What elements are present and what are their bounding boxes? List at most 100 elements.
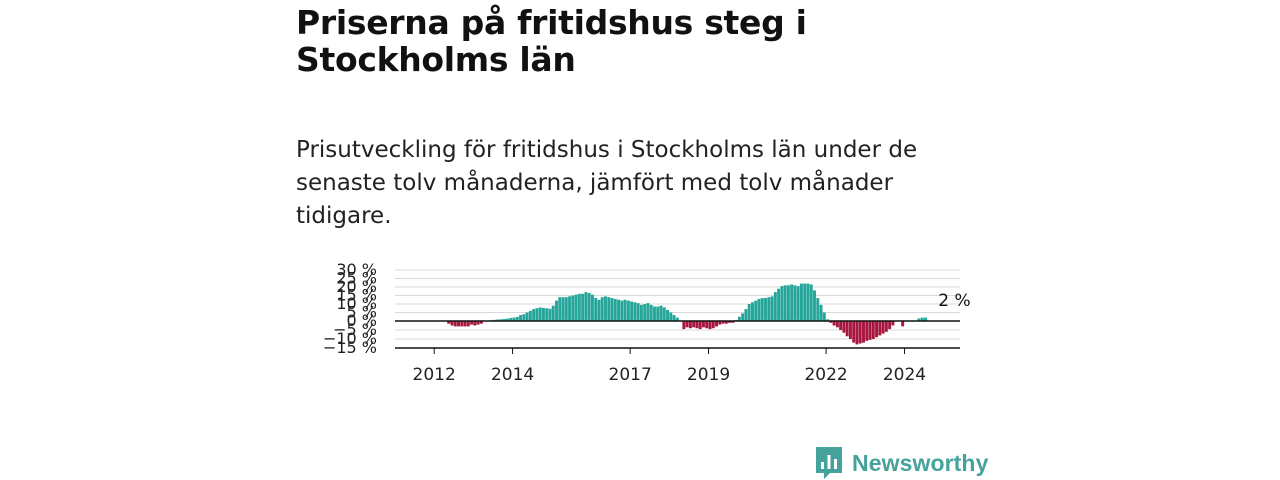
- bar: [613, 298, 617, 321]
- bar: [463, 321, 467, 327]
- bar: [515, 316, 519, 321]
- bar: [623, 299, 627, 321]
- bar: [793, 285, 797, 321]
- bar: [868, 321, 872, 340]
- bar: [571, 295, 575, 321]
- bar: [852, 321, 856, 343]
- bar: [816, 298, 820, 321]
- bar: [760, 298, 764, 321]
- bar: [604, 296, 607, 321]
- bar: [924, 317, 928, 321]
- bar: [757, 298, 761, 321]
- bar: [656, 306, 660, 321]
- bar: [796, 286, 800, 321]
- y-tick-label: 25 %: [336, 269, 377, 288]
- bar: [577, 293, 581, 321]
- bar: [666, 309, 670, 321]
- bar: [643, 304, 647, 321]
- bar: [450, 321, 454, 326]
- bar: [731, 321, 735, 323]
- bar: [555, 300, 558, 321]
- bar: [737, 316, 741, 321]
- bar: [878, 321, 882, 336]
- bar: [532, 309, 536, 321]
- bar: [728, 321, 732, 323]
- bar: [568, 296, 572, 321]
- bar: [659, 305, 663, 321]
- bar: [718, 321, 722, 325]
- bar: [770, 296, 774, 321]
- y-axis-labels: 30 %25 %20 %15 %10 %5 %0 %−5 %−10 %−15 %: [323, 260, 377, 357]
- bar: [813, 290, 816, 321]
- bar: [541, 307, 545, 321]
- bar: [920, 317, 924, 321]
- bar: [519, 315, 523, 321]
- bar: [564, 297, 568, 321]
- bar: [682, 321, 686, 330]
- bar: [799, 283, 803, 321]
- bar: [528, 310, 532, 321]
- chart-bars: [447, 283, 928, 345]
- bar: [708, 321, 712, 330]
- bar: [871, 321, 875, 339]
- x-tick-label: 2012: [413, 365, 456, 385]
- bar: [512, 317, 516, 321]
- bar: [855, 321, 859, 345]
- bar: [626, 300, 630, 321]
- bar: [502, 318, 506, 321]
- chart-annotations: 2 %: [938, 291, 970, 311]
- bar: [574, 294, 578, 321]
- bar: [741, 313, 745, 321]
- bar: [724, 321, 728, 324]
- bar: [617, 299, 621, 321]
- bar: [535, 308, 539, 321]
- bar: [848, 321, 852, 339]
- bar: [806, 283, 810, 321]
- bar: [839, 321, 843, 330]
- bar: [649, 304, 653, 321]
- y-tick-label: 15 %: [336, 286, 377, 305]
- bar: [653, 306, 656, 321]
- bar: [754, 300, 758, 321]
- x-tick-label: 2022: [804, 365, 847, 385]
- bar: [561, 297, 565, 321]
- chart-subtitle: Prisutveckling för fritidshus i Stockhol…: [296, 137, 918, 229]
- bar: [581, 293, 585, 321]
- x-tick-label: 2019: [687, 365, 730, 385]
- bar: [639, 304, 643, 321]
- newsworthy-logo-icon: [816, 447, 842, 479]
- bar: [620, 300, 624, 321]
- bar: [496, 319, 500, 321]
- y-tick-label: 20 %: [336, 277, 377, 296]
- bar: [829, 321, 833, 323]
- bar: [662, 307, 666, 321]
- bar: [479, 321, 483, 324]
- bar: [509, 317, 513, 321]
- bar: [669, 312, 673, 321]
- bar: [875, 321, 879, 338]
- bar: [600, 297, 604, 321]
- bar: [747, 304, 751, 321]
- bar: [888, 321, 892, 330]
- bar: [891, 321, 895, 326]
- bar: [685, 321, 689, 328]
- x-tick-label: 2024: [883, 365, 926, 385]
- bar: [476, 321, 480, 325]
- bar: [715, 321, 718, 327]
- bar: [701, 321, 705, 328]
- bar: [845, 321, 849, 337]
- bar: [865, 321, 869, 341]
- bar: [803, 283, 807, 321]
- bar: [675, 317, 679, 321]
- bar: [584, 292, 588, 321]
- bar: [590, 294, 594, 321]
- bar: [597, 299, 601, 321]
- bar: [764, 298, 767, 321]
- bar: [819, 304, 823, 321]
- bar: [698, 321, 702, 330]
- y-tick-label: 0 %: [347, 311, 377, 330]
- bar: [826, 319, 830, 321]
- bar: [750, 302, 754, 321]
- bar: [901, 321, 905, 327]
- bar: [780, 286, 784, 321]
